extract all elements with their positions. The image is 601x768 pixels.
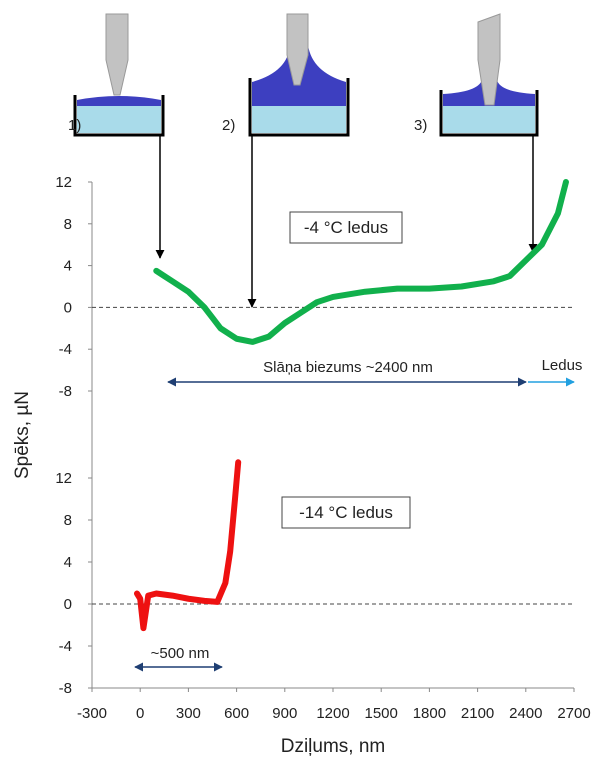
annotation: 1) bbox=[68, 117, 81, 134]
annotation: -14 °C ledus bbox=[299, 503, 393, 522]
x-tick-label: 1800 bbox=[413, 705, 446, 722]
annotation: 2) bbox=[222, 117, 235, 134]
annotation: -4 °C ledus bbox=[304, 218, 388, 237]
y-axis-label: Spēks, µN bbox=[12, 391, 33, 479]
annotation: ~500 nm bbox=[151, 645, 210, 662]
x-tick-label: 300 bbox=[176, 705, 201, 722]
x-tick-label: 2400 bbox=[509, 705, 542, 722]
x-tick-label: 600 bbox=[224, 705, 249, 722]
y-tick-label: -8 bbox=[59, 383, 72, 400]
y-tick-label: -4 bbox=[59, 638, 72, 655]
annotation: Slāņa biezums ~2400 nm bbox=[263, 359, 433, 376]
annotation-box bbox=[289, 211, 403, 244]
annotation: Ledus bbox=[542, 357, 583, 374]
y-tick-label: 0 bbox=[64, 596, 72, 613]
y-tick-label: -4 bbox=[59, 341, 72, 358]
y-tick-label: 4 bbox=[64, 554, 72, 571]
x-tick-label: 900 bbox=[272, 705, 297, 722]
annotation-box bbox=[281, 496, 411, 529]
y-tick-label: 12 bbox=[55, 470, 72, 487]
x-axis-label: Dziļums, nm bbox=[281, 736, 386, 757]
x-tick-label: 2700 bbox=[557, 705, 590, 722]
y-tick-label: 0 bbox=[64, 299, 72, 316]
data-line bbox=[153, 179, 569, 345]
y-tick-label: 8 bbox=[64, 512, 72, 529]
x-tick-label: 1500 bbox=[365, 705, 398, 722]
x-tick-label: 0 bbox=[136, 705, 144, 722]
y-tick-label: 4 bbox=[64, 258, 72, 275]
x-tick-label: 1200 bbox=[316, 705, 349, 722]
y-tick-label: 12 bbox=[55, 174, 72, 191]
y-tick-label: -8 bbox=[59, 680, 72, 697]
data-line bbox=[133, 459, 242, 632]
y-tick-label: 8 bbox=[64, 216, 72, 233]
x-tick-label: -300 bbox=[77, 705, 107, 722]
x-tick-label: 2100 bbox=[461, 705, 494, 722]
pointer-arrows bbox=[155, 135, 538, 308]
diagrams bbox=[73, 13, 539, 137]
annotation: 3) bbox=[414, 117, 427, 134]
